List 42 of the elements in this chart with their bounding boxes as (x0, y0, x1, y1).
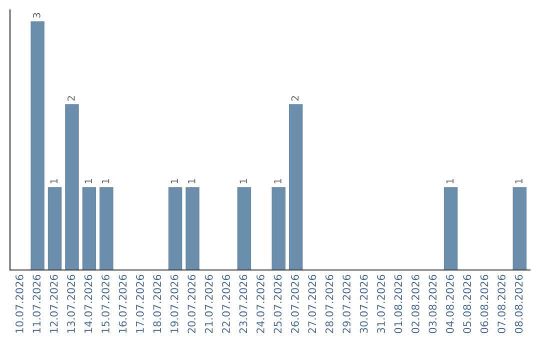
x-tick-label: 20.07.2026 (188, 274, 196, 334)
x-tick-label: 06.08.2026 (480, 274, 488, 334)
x-tick-label: 03.08.2026 (428, 274, 437, 334)
x-tick-label: 26.07.2026 (290, 274, 299, 334)
x-tick-label: 08.08.2026 (514, 274, 523, 334)
x-tick-label: 24.07.2026 (256, 274, 264, 334)
x-tick-label: 12.07.2026 (50, 274, 58, 333)
x-tick-label: 18.07.2026 (153, 274, 162, 333)
x-tick-label: 28.07.2026 (325, 274, 334, 334)
x-tick-label: 22.07.2026 (222, 274, 230, 334)
data-label: 2 (67, 96, 75, 101)
x-tick-label: 21.07.2026 (204, 274, 213, 334)
x-tick-label: 15.07.2026 (102, 274, 110, 333)
data-label: 1 (446, 179, 454, 184)
x-tick-label: 19.07.2026 (170, 274, 178, 333)
x-tick-label: 04.08.2026 (446, 274, 454, 334)
data-label: 1 (274, 179, 282, 184)
x-tick-label: 13.07.2026 (67, 274, 76, 333)
x-tick-label: 05.08.2026 (463, 274, 472, 334)
data-label: 1 (170, 179, 178, 184)
data-label: 1 (84, 179, 92, 184)
x-tick-label: 02.08.2026 (412, 274, 420, 334)
x-tick-label: 01.08.2026 (394, 274, 402, 334)
data-label: 3 (33, 13, 40, 18)
data-label: 1 (50, 179, 58, 184)
data-label: 1 (515, 179, 522, 184)
x-tick-label: 11.07.2026 (32, 274, 41, 333)
x-tick-label: 16.07.2026 (118, 274, 127, 333)
x-tick-label: 17.07.2026 (136, 274, 144, 333)
x-tick-label: 25.07.2026 (274, 274, 282, 334)
data-label: 1 (240, 179, 247, 184)
data-label: 2 (291, 96, 299, 101)
x-tick-label: 27.07.2026 (308, 274, 316, 334)
x-tick-label: 31.07.2026 (377, 274, 385, 334)
x-tick-label: 14.07.2026 (84, 274, 92, 333)
x-tick-label: 30.07.2026 (360, 274, 368, 334)
x-tick-label: 07.08.2026 (498, 274, 506, 334)
x-tick-label: 23.07.2026 (239, 274, 248, 334)
data-label: 1 (188, 179, 196, 184)
data-label: 1 (102, 179, 110, 184)
x-tick-label: 10.07.2026 (15, 274, 24, 333)
x-tick-label: 29.07.2026 (342, 274, 351, 334)
